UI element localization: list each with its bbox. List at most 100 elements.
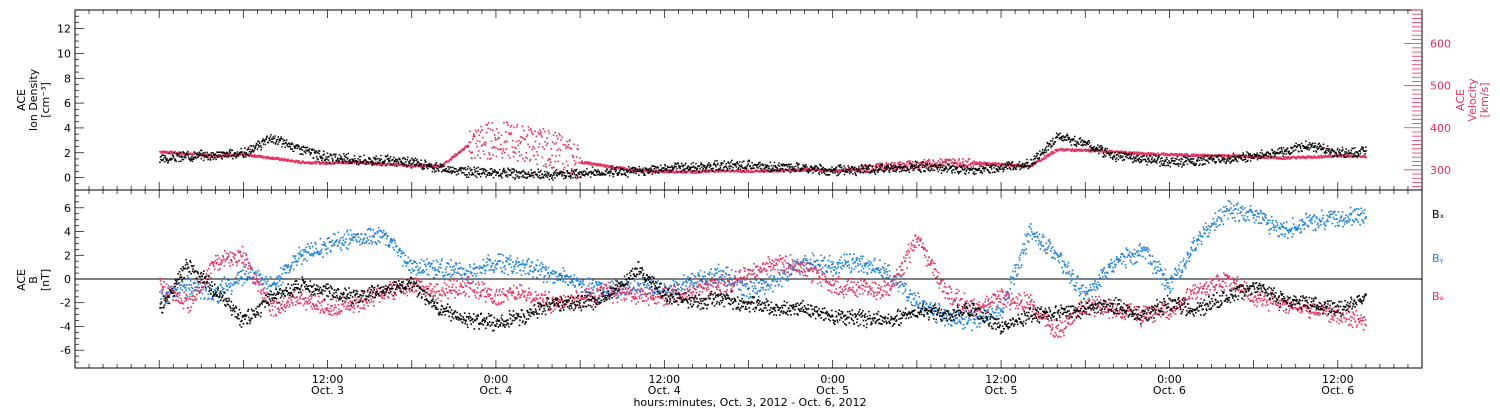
velocity-point xyxy=(751,170,753,172)
density-point xyxy=(497,172,499,175)
velocity-point xyxy=(931,166,933,168)
velocity-point xyxy=(1074,149,1077,151)
velocity-point xyxy=(1155,153,1158,155)
density-point xyxy=(544,173,547,175)
velocity-point xyxy=(713,171,715,173)
velocity-point xyxy=(296,159,298,162)
velocity-point xyxy=(421,164,424,167)
density-point xyxy=(475,167,478,170)
density-point xyxy=(738,161,741,163)
velocity-point xyxy=(261,155,264,158)
velocity-point xyxy=(532,145,534,148)
density-point xyxy=(931,168,933,170)
density-point xyxy=(787,169,790,172)
density-point xyxy=(401,157,404,160)
density-point xyxy=(1133,157,1135,160)
density-point xyxy=(596,174,598,176)
velocity-point xyxy=(1146,154,1148,156)
density-point xyxy=(228,150,231,153)
velocity-point xyxy=(374,161,377,164)
density-point xyxy=(776,167,779,170)
density-point xyxy=(919,170,922,172)
density-point xyxy=(1046,141,1049,144)
velocity-point xyxy=(538,133,540,136)
density-point xyxy=(590,173,593,175)
velocity-point xyxy=(689,170,692,173)
velocity-point xyxy=(394,164,397,167)
density-point xyxy=(405,163,408,166)
velocity-point xyxy=(1175,153,1177,155)
density-point xyxy=(227,156,229,158)
density-point xyxy=(172,154,174,157)
density-point xyxy=(485,176,487,178)
density-point xyxy=(647,172,650,174)
velocity-point xyxy=(660,171,663,173)
density-point xyxy=(758,161,760,164)
velocity-point xyxy=(1234,154,1237,156)
density-point xyxy=(1094,147,1097,150)
density-point xyxy=(419,163,422,165)
velocity-point xyxy=(163,151,166,154)
density-point xyxy=(884,167,887,169)
velocity-point xyxy=(283,159,285,162)
velocity-point xyxy=(218,155,220,158)
density-point xyxy=(483,172,486,174)
density-point xyxy=(556,169,558,171)
density-point xyxy=(740,164,743,166)
density-point xyxy=(1006,168,1009,170)
density-point xyxy=(370,161,372,163)
density-point xyxy=(505,171,508,173)
density-point xyxy=(786,163,788,166)
velocity-point xyxy=(968,163,970,166)
velocity-point xyxy=(1048,154,1051,157)
density-point xyxy=(1136,158,1139,160)
density-point xyxy=(885,165,888,168)
velocity-point xyxy=(315,163,318,165)
velocity-point xyxy=(1318,156,1321,158)
density-point xyxy=(987,164,990,167)
density-point xyxy=(1089,146,1091,148)
velocity-point xyxy=(588,161,590,163)
density-point xyxy=(293,147,296,149)
velocity-point xyxy=(1157,152,1160,154)
velocity-point xyxy=(388,164,391,167)
density-point xyxy=(540,176,543,179)
velocity-point xyxy=(654,169,657,171)
density-point xyxy=(468,173,471,176)
velocity-point xyxy=(1327,154,1330,156)
velocity-point xyxy=(877,163,880,165)
velocity-point xyxy=(885,164,887,167)
velocity-point xyxy=(806,167,808,170)
velocity-point xyxy=(1308,155,1311,158)
density-point xyxy=(352,158,354,161)
velocity-point xyxy=(1202,153,1205,156)
density-point xyxy=(666,169,668,171)
velocity-point xyxy=(265,156,267,159)
density-point xyxy=(1094,148,1096,151)
density-point xyxy=(199,152,202,155)
density-point xyxy=(662,170,664,172)
density-point xyxy=(809,166,812,169)
velocity-point xyxy=(1137,152,1140,154)
density-point xyxy=(558,173,560,176)
velocity-point xyxy=(485,123,488,126)
right-ytick-label: 300 xyxy=(1430,164,1451,177)
density-point xyxy=(1099,145,1101,147)
velocity-point xyxy=(719,168,722,171)
density-point xyxy=(836,174,838,177)
density-point xyxy=(386,158,389,160)
velocity-point xyxy=(181,153,183,155)
velocity-point xyxy=(192,153,195,156)
density-point xyxy=(1069,140,1072,143)
velocity-point xyxy=(1087,150,1090,153)
velocity-point xyxy=(914,167,916,170)
density-point xyxy=(840,166,843,169)
density-point xyxy=(931,165,934,167)
density-point xyxy=(214,153,217,155)
density-point xyxy=(312,157,315,159)
density-point xyxy=(345,156,347,159)
density-point xyxy=(620,174,623,176)
density-point xyxy=(227,154,230,157)
density-point xyxy=(775,166,778,168)
velocity-point xyxy=(982,162,985,165)
